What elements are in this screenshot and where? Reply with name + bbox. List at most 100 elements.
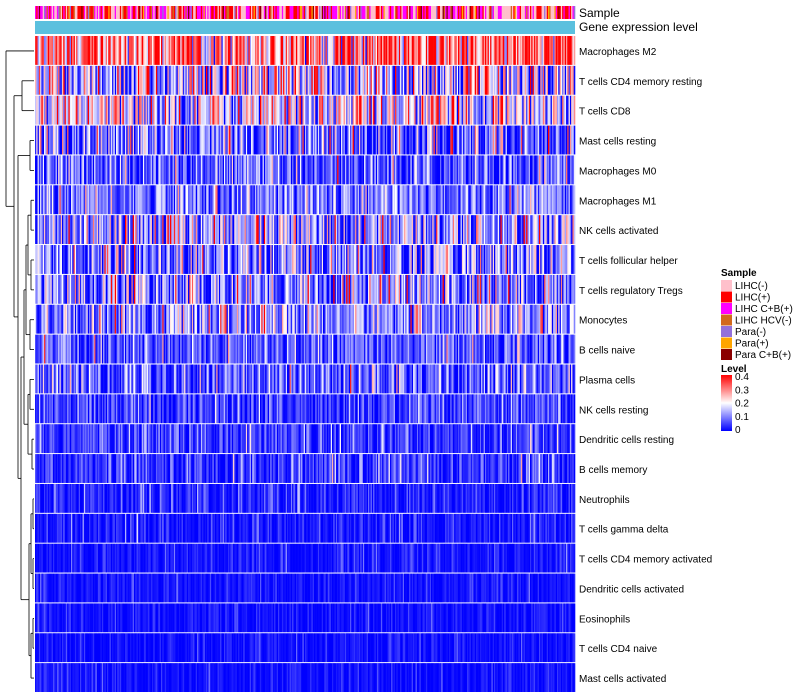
heatmap-cell — [418, 65, 420, 95]
heatmap-cell — [56, 65, 59, 95]
heatmap-cell — [503, 185, 505, 215]
heatmap-cell — [145, 245, 148, 274]
heatmap-cell — [69, 304, 72, 334]
heatmap-cell — [104, 304, 107, 334]
heatmap-cell — [302, 95, 305, 125]
heatmap-cell — [62, 215, 64, 245]
heatmap-cell — [157, 334, 159, 364]
heatmap-cell — [167, 334, 170, 364]
heatmap-cell — [128, 245, 131, 274]
heatmap-cell — [388, 274, 391, 304]
heatmap-cell — [500, 36, 503, 65]
heatmap-cell — [344, 274, 347, 304]
heatmap-cell — [464, 185, 467, 215]
heatmap-cell — [81, 215, 83, 245]
heatmap-cell — [379, 185, 382, 215]
heatmap-cell — [63, 125, 65, 155]
heatmap-cell — [136, 155, 139, 185]
heatmap-cell — [240, 125, 243, 155]
heatmap-cell — [149, 274, 152, 304]
heatmap-cell — [387, 95, 389, 125]
heatmap-cell — [240, 274, 243, 304]
heatmap-cell — [504, 125, 506, 155]
heatmap-cell — [36, 155, 38, 185]
heatmap-cell — [396, 215, 398, 245]
sample-cell — [197, 6, 199, 19]
heatmap-cell — [41, 245, 44, 274]
heatmap-cell — [167, 95, 170, 125]
heatmap-cell — [497, 245, 500, 274]
heatmap-cell — [567, 65, 569, 95]
heatmap-cell — [37, 334, 40, 364]
heatmap-cell — [132, 304, 135, 334]
heatmap-cell — [121, 155, 123, 185]
heatmap-cell — [278, 304, 280, 334]
sample-cell — [374, 6, 377, 19]
heatmap-cell — [461, 185, 464, 215]
heatmap-cell — [357, 304, 360, 334]
heatmap-cell — [231, 304, 234, 334]
heatmap-cell — [186, 65, 189, 95]
sample-cell — [303, 6, 306, 19]
heatmap-cell — [362, 36, 365, 65]
heatmap-cell — [143, 155, 145, 185]
heatmap-cell — [276, 185, 279, 215]
heatmap-cell — [199, 95, 202, 125]
heatmap-cell — [548, 215, 550, 245]
heatmap-cell — [491, 245, 494, 274]
heatmap-cell — [326, 334, 329, 364]
heatmap-cell — [105, 95, 108, 125]
sample-cell — [449, 6, 451, 19]
heatmap-cell — [378, 185, 380, 215]
heatmap-cell — [490, 245, 492, 274]
heatmap-cell — [307, 155, 310, 185]
heatmap-cell — [337, 245, 339, 274]
sample-cell — [546, 6, 549, 19]
heatmap-cell — [207, 185, 209, 215]
heatmap-cell — [253, 95, 256, 125]
heatmap-cell — [261, 215, 263, 245]
heatmap-cell — [257, 65, 260, 95]
heatmap-cell — [463, 155, 465, 185]
heatmap-cell — [393, 245, 396, 274]
sample-cell — [518, 6, 521, 19]
heatmap-cell — [157, 304, 159, 334]
heatmap-cell — [503, 65, 505, 95]
heatmap-cell — [227, 334, 230, 364]
heatmap-cell — [275, 95, 278, 125]
heatmap-cell — [375, 245, 378, 274]
sample-cell — [198, 6, 200, 19]
heatmap-cell — [328, 274, 330, 304]
heatmap-cell — [452, 304, 455, 334]
heatmap-cell — [136, 36, 139, 65]
heatmap-cell — [78, 155, 81, 185]
heatmap-cell — [428, 334, 431, 364]
heatmap-cell — [333, 334, 335, 364]
heatmap-cell — [472, 36, 474, 65]
heatmap-cell — [215, 65, 217, 95]
heatmap-cell — [110, 125, 113, 155]
heatmap-cell — [463, 65, 465, 95]
heatmap-cell — [263, 215, 266, 245]
sample-cell — [404, 6, 406, 19]
heatmap-cell — [193, 215, 195, 245]
heatmap-cell — [425, 304, 428, 334]
heatmap-cell — [315, 185, 317, 215]
heatmap-cell — [122, 304, 125, 334]
heatmap-cell — [249, 155, 252, 185]
heatmap-cell — [103, 215, 105, 245]
heatmap-cell — [51, 245, 54, 274]
heatmap-cell — [474, 36, 477, 65]
heatmap-cell — [137, 274, 140, 304]
heatmap-cell — [38, 65, 41, 95]
heatmap-cell — [292, 125, 294, 155]
heatmap-cell — [283, 185, 285, 215]
heatmap-cell — [523, 215, 526, 245]
heatmap-cell — [40, 245, 42, 274]
heatmap-cell — [275, 125, 278, 155]
heatmap-cell — [294, 185, 297, 215]
heatmap-cell — [351, 185, 353, 215]
heatmap-cell — [179, 36, 181, 65]
heatmap-cell — [360, 215, 362, 245]
heatmap-cell — [321, 65, 324, 95]
